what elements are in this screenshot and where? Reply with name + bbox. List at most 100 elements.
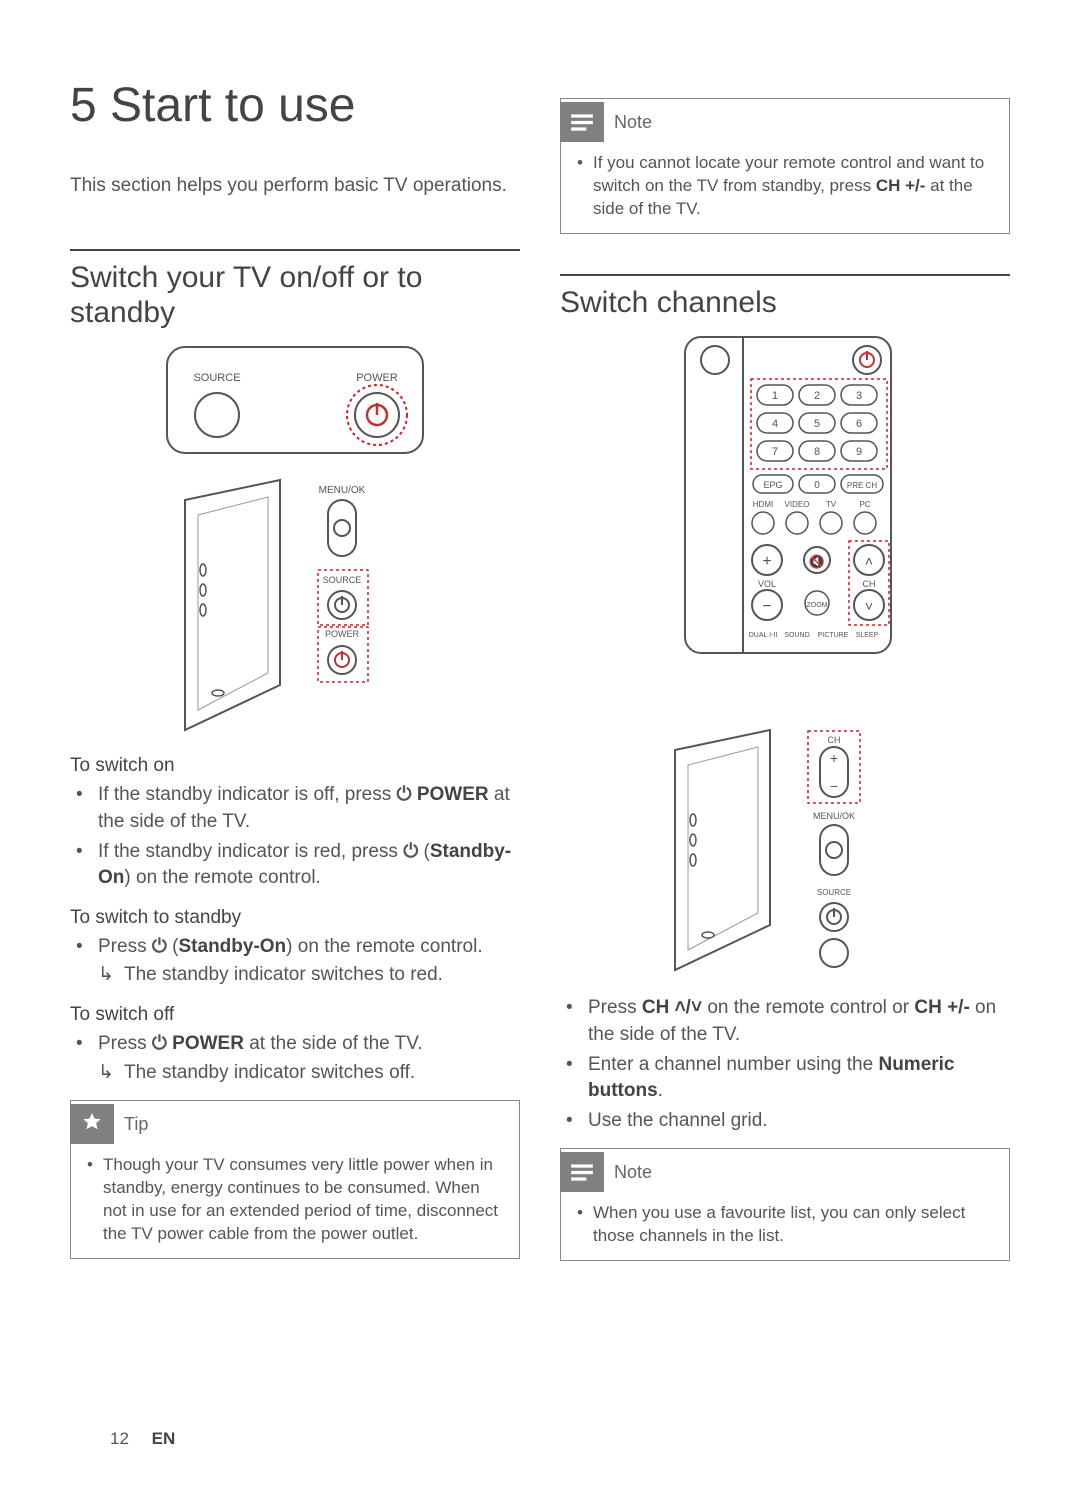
tv-side-svg: MENU/OK SOURCE POWER bbox=[180, 475, 410, 735]
bold-power: POWER bbox=[172, 1033, 244, 1054]
key-8: 8 bbox=[814, 446, 820, 458]
note-label: Note bbox=[614, 1162, 652, 1183]
list-item: Press CH ˄/˅ on the remote control or CH… bbox=[560, 995, 1010, 1048]
note-header: Note bbox=[560, 1148, 1009, 1196]
bold-standby: Standby-On bbox=[98, 841, 511, 889]
note-body: If you cannot locate your remote control… bbox=[561, 146, 1009, 233]
figure-tv-side-2: CH + − MENU/OK SOURCE bbox=[560, 725, 1010, 975]
key-5: 5 bbox=[814, 418, 820, 430]
section-rule bbox=[560, 274, 1010, 276]
key-7: 7 bbox=[772, 446, 778, 458]
label-picture: PICTURE bbox=[818, 632, 849, 639]
section-title-channels: Switch channels bbox=[560, 286, 1010, 321]
note-callout-1: Note If you cannot locate your remote co… bbox=[560, 98, 1010, 234]
label-source2: SOURCE bbox=[323, 575, 362, 585]
remote-full-svg: 1 2 3 4 5 6 7 8 9 EPG 0 PRE CH HDM bbox=[635, 335, 935, 655]
figure-tv-side: MENU/OK SOURCE POWER bbox=[70, 475, 520, 735]
note-text: When you use a favourite list, you can o… bbox=[575, 1202, 995, 1248]
b: CH ˄/˅ bbox=[642, 997, 702, 1018]
note-bold: CH +/- bbox=[876, 176, 926, 195]
tip-icon bbox=[70, 1104, 114, 1144]
note-header: Note bbox=[560, 98, 1009, 146]
label-ch: CH bbox=[863, 579, 876, 589]
b: CH +/- bbox=[914, 997, 969, 1018]
list-switch-standby: Press ⏻ (Standby-On) on the remote contr… bbox=[70, 934, 520, 989]
intro-text: This section helps you perform basic TV … bbox=[70, 173, 520, 200]
power-icon: ⏻ bbox=[152, 1031, 167, 1058]
list-item: Press ⏻ (Standby-On) on the remote contr… bbox=[70, 934, 520, 989]
tv-side2-svg: CH + − MENU/OK SOURCE bbox=[670, 725, 900, 975]
label-tv: TV bbox=[826, 500, 837, 509]
label-source3: SOURCE bbox=[817, 888, 851, 897]
tip-header: Tip bbox=[70, 1100, 519, 1148]
label-sound: SOUND bbox=[784, 632, 809, 639]
label-power: POWER bbox=[356, 372, 398, 384]
svg-text:🔇: 🔇 bbox=[809, 554, 825, 569]
tip-callout: Tip Though your TV consumes very little … bbox=[70, 1100, 520, 1259]
svg-text:−: − bbox=[762, 598, 771, 615]
list-sub: The standby indicator switches to red. bbox=[98, 962, 520, 989]
label-source: SOURCE bbox=[193, 372, 240, 384]
note-icon bbox=[560, 102, 604, 142]
list-sub: The standby indicator switches off. bbox=[98, 1060, 520, 1087]
note-icon bbox=[560, 1152, 604, 1192]
chapter-title: 5 Start to use bbox=[70, 80, 520, 133]
list-item: Press ⏻ POWER at the side of the TV. The… bbox=[70, 1031, 520, 1086]
label-power2: POWER bbox=[325, 629, 360, 639]
t: Press bbox=[588, 997, 642, 1018]
left-column: 5 Start to use This section helps you pe… bbox=[70, 80, 520, 1261]
power-icon: ⏻ bbox=[403, 839, 418, 866]
label-ch2: CH bbox=[828, 735, 841, 745]
label-hdmi: HDMI bbox=[753, 500, 773, 509]
list-item: If the standby indicator is red, press ⏻… bbox=[70, 839, 520, 892]
key-9: 9 bbox=[856, 446, 862, 458]
note-body: When you use a favourite list, you can o… bbox=[561, 1196, 1009, 1260]
power-icon: ⏻ bbox=[152, 934, 167, 961]
bold-power: POWER bbox=[417, 784, 489, 805]
page-lang: EN bbox=[152, 1429, 176, 1448]
label-pc: PC bbox=[859, 500, 870, 509]
key-4: 4 bbox=[772, 418, 778, 430]
key-2: 2 bbox=[814, 390, 820, 402]
label-vol: VOL bbox=[758, 579, 776, 589]
label-video: VIDEO bbox=[785, 500, 810, 509]
subhead-switch-on: To switch on bbox=[70, 755, 520, 777]
t: . bbox=[658, 1080, 663, 1101]
label-zoom: ZOOM bbox=[807, 602, 828, 609]
t: Enter a channel number using the bbox=[588, 1054, 878, 1075]
section-title-power: Switch your TV on/off or to standby bbox=[70, 261, 520, 330]
svg-text:−: − bbox=[830, 778, 838, 794]
list-item: Use the channel grid. bbox=[560, 1108, 1010, 1135]
note-label: Note bbox=[614, 112, 652, 133]
figure-remote-full: 1 2 3 4 5 6 7 8 9 EPG 0 PRE CH HDM bbox=[560, 335, 1010, 655]
remote-top-svg: SOURCE POWER bbox=[165, 345, 425, 455]
page-footer: 12 EN bbox=[110, 1429, 175, 1449]
subhead-switch-off: To switch off bbox=[70, 1004, 520, 1026]
list-item: If the standby indicator is off, press ⏻… bbox=[70, 782, 520, 835]
label-dual: DUAL I-II bbox=[749, 632, 778, 639]
page-columns: 5 Start to use This section helps you pe… bbox=[70, 80, 1010, 1261]
svg-text:˄: ˄ bbox=[865, 553, 873, 569]
note-text: If you cannot locate your remote control… bbox=[575, 152, 995, 221]
label-menu2: MENU/OK bbox=[813, 811, 855, 821]
list-channels: Press CH ˄/˅ on the remote control or CH… bbox=[560, 995, 1010, 1134]
power-icon: ⏻ bbox=[397, 782, 412, 809]
page-number: 12 bbox=[110, 1429, 129, 1448]
section-rule bbox=[70, 249, 520, 251]
t: on the remote control or bbox=[702, 997, 914, 1018]
right-column: Note If you cannot locate your remote co… bbox=[560, 80, 1010, 1261]
subhead-switch-standby: To switch to standby bbox=[70, 907, 520, 929]
list-item: Enter a channel number using the Numeric… bbox=[560, 1052, 1010, 1105]
tip-body: Though your TV consumes very little powe… bbox=[71, 1148, 519, 1258]
svg-text:˅: ˅ bbox=[865, 598, 873, 614]
key-1: 1 bbox=[772, 390, 778, 402]
key-6: 6 bbox=[856, 418, 862, 430]
svg-text:+: + bbox=[762, 553, 771, 570]
key-3: 3 bbox=[856, 390, 862, 402]
bold-standby: Standby-On bbox=[179, 936, 287, 957]
svg-text:+: + bbox=[830, 750, 838, 766]
note-callout-2: Note When you use a favourite list, you … bbox=[560, 1148, 1010, 1261]
list-switch-on: If the standby indicator is off, press ⏻… bbox=[70, 782, 520, 891]
label-prech: PRE CH bbox=[847, 481, 877, 490]
label-epg: EPG bbox=[763, 480, 782, 490]
